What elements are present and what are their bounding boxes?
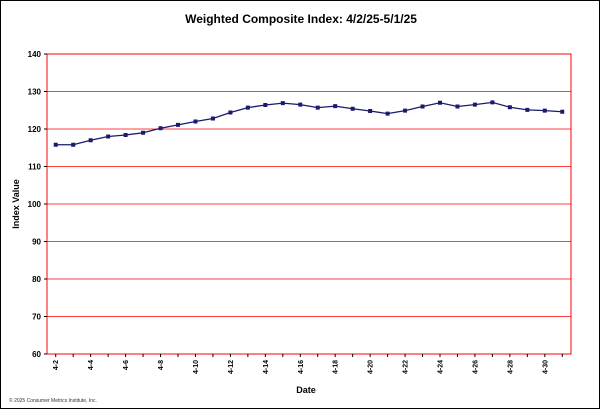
data-point-4-19 — [350, 106, 355, 111]
data-point-4-5 — [106, 134, 111, 139]
data-point-4-21 — [385, 111, 390, 116]
data-point-4-16 — [298, 102, 303, 107]
data-point-4-28 — [507, 105, 512, 110]
data-point-4-20 — [368, 109, 373, 113]
y-tick-label: 100 — [28, 200, 42, 209]
series-line — [55, 101, 563, 146]
x-axis-label: Date — [296, 385, 316, 395]
x-tick-label: 4-22 — [403, 360, 410, 374]
y-axis-ticks: 60 70 80 90 100 110 120 130 140 — [28, 50, 47, 359]
y-tick-label: 130 — [28, 88, 42, 97]
data-point-4-18 — [333, 104, 338, 109]
data-point-4-3 — [71, 142, 76, 147]
data-point-4-23 — [420, 104, 425, 109]
y-tick-label: 60 — [32, 350, 41, 359]
data-point-4-7 — [141, 130, 146, 135]
data-point-4-22 — [403, 108, 408, 113]
x-axis-ticks: 4-2 4-4 4-6 4-8 4-10 4-12 4-14 4-16 4-18 4-20 4-22… — [53, 354, 563, 374]
x-tick-label: 4-8 — [158, 360, 165, 370]
data-point-4-29 — [525, 107, 530, 112]
y-tick-label: 90 — [32, 238, 41, 247]
x-tick-label: 4-12 — [228, 360, 235, 374]
data-point-4-30 — [542, 108, 547, 113]
series-group — [53, 100, 565, 147]
x-tick-label: 4-4 — [88, 360, 95, 370]
data-point-4-26 — [472, 102, 477, 107]
x-tick-label: 4-28 — [507, 360, 514, 374]
x-tick-label: 4-16 — [298, 360, 305, 374]
y-tick-label: 110 — [28, 163, 41, 172]
y-tick-label: 120 — [28, 125, 42, 134]
x-tick-label: 4-30 — [542, 360, 549, 374]
y-tick-label: 140 — [28, 50, 42, 59]
y-axis-label: Index Value — [11, 179, 21, 229]
x-tick-label: 4-10 — [193, 360, 200, 374]
data-point-5-1 — [560, 109, 565, 114]
x-tick-label: 4-24 — [438, 360, 445, 374]
data-point-4-2 — [53, 142, 58, 147]
data-point-4-6 — [123, 133, 128, 137]
data-point-4-8 — [158, 126, 163, 131]
data-point-4-15 — [280, 101, 285, 106]
data-point-4-4 — [88, 138, 93, 143]
data-point-4-17 — [315, 105, 320, 110]
data-point-4-9 — [176, 122, 180, 127]
chart-title: Weighted Composite Index: 4/2/25-5/1/25 — [185, 12, 417, 26]
x-tick-label: 4-6 — [123, 360, 130, 370]
data-point-4-25 — [455, 104, 460, 109]
data-point-4-11 — [210, 116, 215, 121]
y-tick-label: 80 — [32, 275, 41, 284]
data-point-4-24 — [438, 100, 442, 105]
data-point-4-13 — [245, 105, 250, 110]
data-point-4-10 — [193, 119, 198, 124]
x-tick-label: 4-2 — [53, 360, 60, 370]
data-point-4-14 — [263, 103, 268, 107]
x-tick-label: 4-18 — [333, 360, 340, 374]
data-point-4-27 — [490, 100, 495, 105]
copyright-footer: © 2025 Consumer Metrics Institute, Inc. — [9, 397, 97, 404]
data-point-4-12 — [228, 110, 233, 115]
x-tick-label: 4-14 — [263, 360, 270, 374]
y-tick-label: 70 — [32, 313, 41, 322]
x-tick-label: 4-26 — [472, 360, 479, 374]
x-tick-label: 4-20 — [368, 360, 375, 374]
